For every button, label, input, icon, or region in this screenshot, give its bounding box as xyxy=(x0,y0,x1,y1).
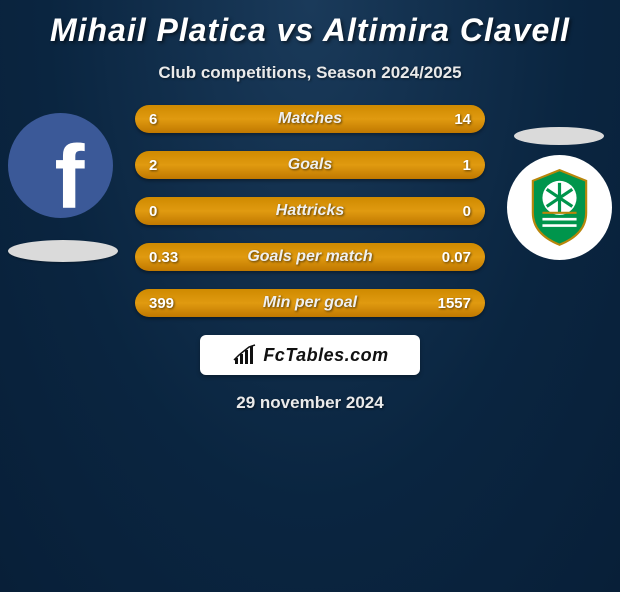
page-title: Mihail Platica vs Altimira Clavell xyxy=(0,12,620,49)
right-shadow-ellipse xyxy=(514,127,604,145)
facebook-letter: f xyxy=(55,127,85,219)
stat-right-value: 14 xyxy=(431,111,471,128)
stats-table: 6 Matches 14 2 Goals 1 0 Hattricks 0 0.3… xyxy=(135,105,485,317)
stat-label: Goals xyxy=(288,156,332,174)
stat-label: Min per goal xyxy=(263,294,357,312)
stat-label: Hattricks xyxy=(276,202,344,220)
right-player-badge xyxy=(507,155,612,260)
stat-right-value: 1 xyxy=(431,157,471,174)
betis-crest-icon xyxy=(507,155,612,260)
stat-left-value: 399 xyxy=(149,295,189,312)
crest-svg xyxy=(527,168,592,248)
stat-right-value: 0 xyxy=(431,203,471,220)
stat-right-value: 0.07 xyxy=(431,249,471,266)
stat-row-goals: 2 Goals 1 xyxy=(135,151,485,179)
footer-date: 29 november 2024 xyxy=(0,393,620,413)
stat-label: Goals per match xyxy=(247,248,372,266)
stat-left-value: 2 xyxy=(149,157,189,174)
stat-left-value: 6 xyxy=(149,111,189,128)
stat-row-gpm: 0.33 Goals per match 0.07 xyxy=(135,243,485,271)
facebook-icon: f xyxy=(8,113,113,218)
stat-row-matches: 6 Matches 14 xyxy=(135,105,485,133)
stat-label: Matches xyxy=(278,110,342,128)
stat-right-value: 1557 xyxy=(431,295,471,312)
stat-row-hattricks: 0 Hattricks 0 xyxy=(135,197,485,225)
brand-text: FcTables.com xyxy=(263,345,388,366)
stat-left-value: 0.33 xyxy=(149,249,189,266)
content-area: f 6 Matches 14 2 Goals 1 0 Hatt xyxy=(0,105,620,413)
stat-left-value: 0 xyxy=(149,203,189,220)
bar-chart-icon xyxy=(231,344,259,366)
left-player-badge: f xyxy=(8,113,113,262)
stat-row-mpg: 399 Min per goal 1557 xyxy=(135,289,485,317)
left-shadow-ellipse xyxy=(8,240,118,262)
season-subtitle: Club competitions, Season 2024/2025 xyxy=(0,63,620,83)
brand-badge: FcTables.com xyxy=(200,335,420,375)
